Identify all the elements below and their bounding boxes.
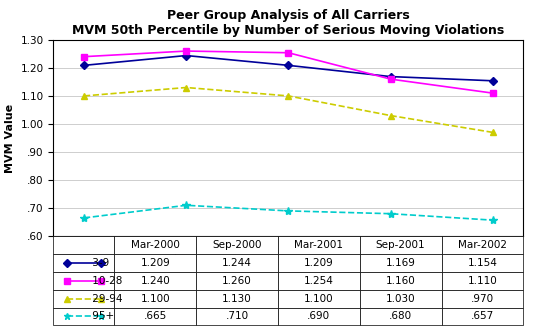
95+ bbox=[285, 209, 292, 213]
95+ bbox=[490, 218, 496, 222]
95+ bbox=[387, 212, 394, 216]
Text: 29-94: 29-94 bbox=[89, 293, 123, 303]
29-94 bbox=[490, 130, 496, 134]
Line: 3-9: 3-9 bbox=[81, 53, 496, 84]
29-94 bbox=[81, 94, 87, 98]
Text: 3-9: 3-9 bbox=[89, 258, 109, 268]
10-28 bbox=[285, 51, 292, 55]
10-28 bbox=[81, 55, 87, 59]
29-94 bbox=[285, 94, 292, 98]
10-28 bbox=[490, 91, 496, 95]
Y-axis label: MVM Value: MVM Value bbox=[5, 104, 15, 173]
Line: 95+: 95+ bbox=[80, 201, 497, 224]
Line: 10-28: 10-28 bbox=[81, 48, 496, 96]
29-94 bbox=[183, 86, 190, 90]
3-9 bbox=[285, 63, 292, 67]
Title: Peer Group Analysis of All Carriers
MVM 50th Percentile by Number of Serious Mov: Peer Group Analysis of All Carriers MVM … bbox=[72, 9, 505, 37]
Line: 29-94: 29-94 bbox=[81, 85, 496, 135]
Text: 95+: 95+ bbox=[89, 311, 114, 321]
95+ bbox=[183, 203, 190, 207]
3-9 bbox=[490, 79, 496, 83]
Text: 10-28: 10-28 bbox=[89, 276, 122, 286]
3-9 bbox=[183, 53, 190, 57]
10-28 bbox=[387, 77, 394, 81]
10-28 bbox=[183, 49, 190, 53]
95+ bbox=[81, 216, 87, 220]
3-9 bbox=[387, 75, 394, 79]
3-9 bbox=[81, 63, 87, 67]
29-94 bbox=[387, 114, 394, 118]
